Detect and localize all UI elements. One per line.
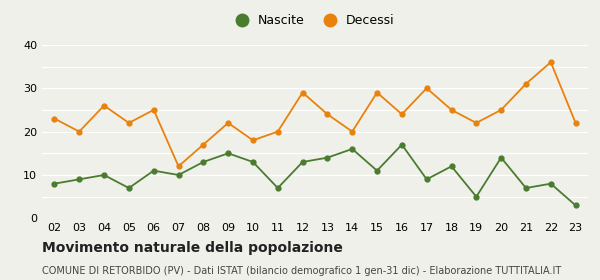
Nascite (200, 160, 207, 164)
Decessi (547, 60, 554, 64)
Decessi (497, 108, 505, 112)
Nascite (572, 204, 579, 207)
Nascite (224, 152, 232, 155)
Decessi (324, 113, 331, 116)
Nascite (423, 178, 430, 181)
Decessi (299, 91, 306, 94)
Decessi (523, 82, 530, 86)
Decessi (423, 87, 430, 90)
Nascite (150, 169, 157, 172)
Nascite (497, 156, 505, 159)
Nascite (51, 182, 58, 185)
Decessi (200, 143, 207, 146)
Nascite (250, 160, 257, 164)
Line: Nascite: Nascite (52, 142, 578, 208)
Nascite (125, 186, 133, 190)
Nascite (523, 186, 530, 190)
Nascite (373, 169, 380, 172)
Nascite (274, 186, 281, 190)
Decessi (51, 117, 58, 120)
Nascite (100, 173, 107, 177)
Nascite (175, 173, 182, 177)
Legend: Nascite, Decessi: Nascite, Decessi (224, 9, 400, 32)
Decessi (125, 121, 133, 125)
Decessi (398, 113, 406, 116)
Nascite (398, 143, 406, 146)
Nascite (349, 147, 356, 151)
Text: COMUNE DI RETORBIDO (PV) - Dati ISTAT (bilancio demografico 1 gen-31 dic) - Elab: COMUNE DI RETORBIDO (PV) - Dati ISTAT (b… (42, 266, 561, 276)
Decessi (250, 139, 257, 142)
Decessi (448, 108, 455, 112)
Nascite (299, 160, 306, 164)
Nascite (324, 156, 331, 159)
Decessi (175, 165, 182, 168)
Nascite (448, 165, 455, 168)
Line: Decessi: Decessi (52, 60, 578, 169)
Decessi (473, 121, 480, 125)
Decessi (274, 130, 281, 133)
Nascite (76, 178, 83, 181)
Nascite (547, 182, 554, 185)
Nascite (473, 195, 480, 198)
Decessi (349, 130, 356, 133)
Decessi (76, 130, 83, 133)
Text: Movimento naturale della popolazione: Movimento naturale della popolazione (42, 241, 343, 255)
Decessi (572, 121, 579, 125)
Decessi (100, 104, 107, 107)
Decessi (224, 121, 232, 125)
Decessi (373, 91, 380, 94)
Decessi (150, 108, 157, 112)
